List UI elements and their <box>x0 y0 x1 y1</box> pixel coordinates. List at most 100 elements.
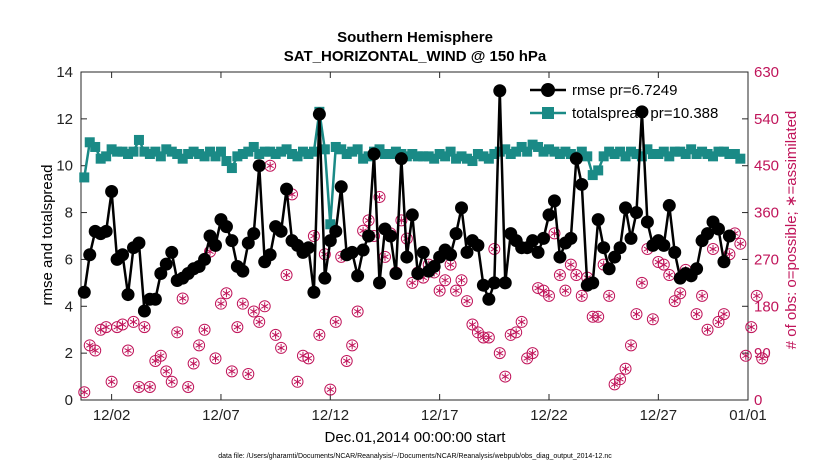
obs-assimilated-point <box>271 330 280 339</box>
rmse-point <box>301 241 315 255</box>
totalspread-point <box>412 151 423 162</box>
obs-possible-point <box>635 276 648 289</box>
rmse-point <box>591 213 605 227</box>
obs-assimilated-point <box>517 317 526 326</box>
y-right-tick-label: 360 <box>754 205 779 222</box>
totalspread-point <box>718 146 729 157</box>
totalspread-point <box>658 146 669 157</box>
totalspread-point <box>341 149 352 159</box>
totalspread-point <box>276 146 287 157</box>
totalspread-point <box>615 146 626 157</box>
totalspread-point <box>161 144 172 155</box>
obs-assimilated-point <box>189 359 198 368</box>
rmse-point <box>542 208 556 222</box>
obs-assimilated-point <box>91 346 99 355</box>
obs-assimilated-point <box>709 245 717 254</box>
obs-possible-point <box>745 321 758 334</box>
rmse-point <box>668 245 682 259</box>
totalspread-point <box>336 144 347 155</box>
rmse-point <box>159 257 173 271</box>
totalspread-point <box>440 151 451 162</box>
rmse-point <box>356 243 370 257</box>
obs-assimilated-point <box>523 354 531 363</box>
totalspread-point <box>232 151 243 162</box>
y-left-tick-label: 12 <box>56 111 73 128</box>
rmse-point <box>83 248 97 262</box>
rmse-point <box>498 276 512 290</box>
y-axis-label-left: rmse and totalspread <box>39 165 56 306</box>
obs-possible-point <box>701 323 714 336</box>
obs-possible-point <box>707 243 720 256</box>
totalspread-point <box>155 151 166 162</box>
totalspread-point <box>549 146 560 157</box>
obs-assimilated-point <box>178 294 187 303</box>
totalspread-point <box>609 149 620 159</box>
obs-possible-point <box>734 237 747 250</box>
obs-assimilated-point <box>239 299 247 308</box>
rmse-point <box>274 224 288 238</box>
obs-assimilated-point <box>441 276 449 285</box>
obs-assimilated-point <box>468 320 477 329</box>
y-left-tick-label: 14 <box>56 64 73 81</box>
y-left-tick-label: 6 <box>65 251 73 268</box>
obs-assimilated-point <box>157 351 165 360</box>
obs-assimilated-point <box>228 367 236 376</box>
obs-possible-point <box>247 305 260 318</box>
rmse-point <box>383 229 397 243</box>
totalspread-point <box>708 151 719 162</box>
rmse-point <box>629 206 643 220</box>
y-axis-label-right: # of obs: o=possible; ∗=assimilated <box>783 111 800 350</box>
obs-possible-point <box>460 295 473 308</box>
totalspread-point <box>183 149 194 159</box>
obs-possible-point <box>717 308 730 321</box>
obs-possible-point <box>395 214 408 227</box>
rmse-point <box>247 227 261 241</box>
rmse-point <box>460 245 474 259</box>
obs-assimilated-point <box>610 380 619 389</box>
totalspread-point <box>560 146 571 157</box>
obs-assimilated-point <box>146 382 154 391</box>
totalspread-point <box>150 146 161 157</box>
obs-assimilated-point <box>162 367 171 376</box>
obs-assimilated-point <box>200 325 209 334</box>
obs-possible-point <box>340 354 353 367</box>
rmse-point <box>564 231 578 245</box>
obs-possible-point <box>553 269 566 282</box>
obs-assimilated-point <box>315 330 324 339</box>
totalspread-point <box>653 149 664 159</box>
rmse-point <box>411 266 425 280</box>
totalspread-point <box>483 153 494 164</box>
y-right-tick-label: 0 <box>754 392 762 409</box>
totalspread-point <box>724 149 735 159</box>
totalspread-point <box>117 146 128 157</box>
y-left-tick-label: 2 <box>65 345 73 362</box>
obs-possible-point <box>165 375 178 388</box>
totalspread-point <box>226 163 237 174</box>
totalspread-point <box>243 146 254 157</box>
obs-assimilated-point <box>168 377 176 386</box>
obs-possible-point <box>198 323 211 336</box>
totalspread-point <box>281 144 292 155</box>
y-left-tick-label: 0 <box>65 392 73 409</box>
obs-possible-point <box>258 300 271 313</box>
totalspread-point <box>505 149 516 159</box>
rmse-point <box>334 180 348 194</box>
obs-assimilated-point <box>124 346 132 355</box>
rmse-point <box>613 241 627 255</box>
rmse-point <box>362 229 376 243</box>
obs-assimilated-point <box>211 354 220 363</box>
obs-possible-point <box>614 373 627 386</box>
totalspread-point <box>303 149 314 159</box>
obs-possible-point <box>619 362 632 375</box>
totalspread-point <box>713 146 724 157</box>
totalspread-point <box>664 151 675 162</box>
rmse-point <box>77 285 91 299</box>
totalspread-point <box>188 146 199 157</box>
obs-possible-point <box>542 289 555 302</box>
rmse-point <box>635 105 649 119</box>
y-right-tick-label: 180 <box>754 298 779 315</box>
totalspread-point <box>248 141 259 152</box>
obs-assimilated-point <box>118 320 127 329</box>
rmse-point <box>367 147 381 161</box>
rmse-point <box>312 107 326 121</box>
